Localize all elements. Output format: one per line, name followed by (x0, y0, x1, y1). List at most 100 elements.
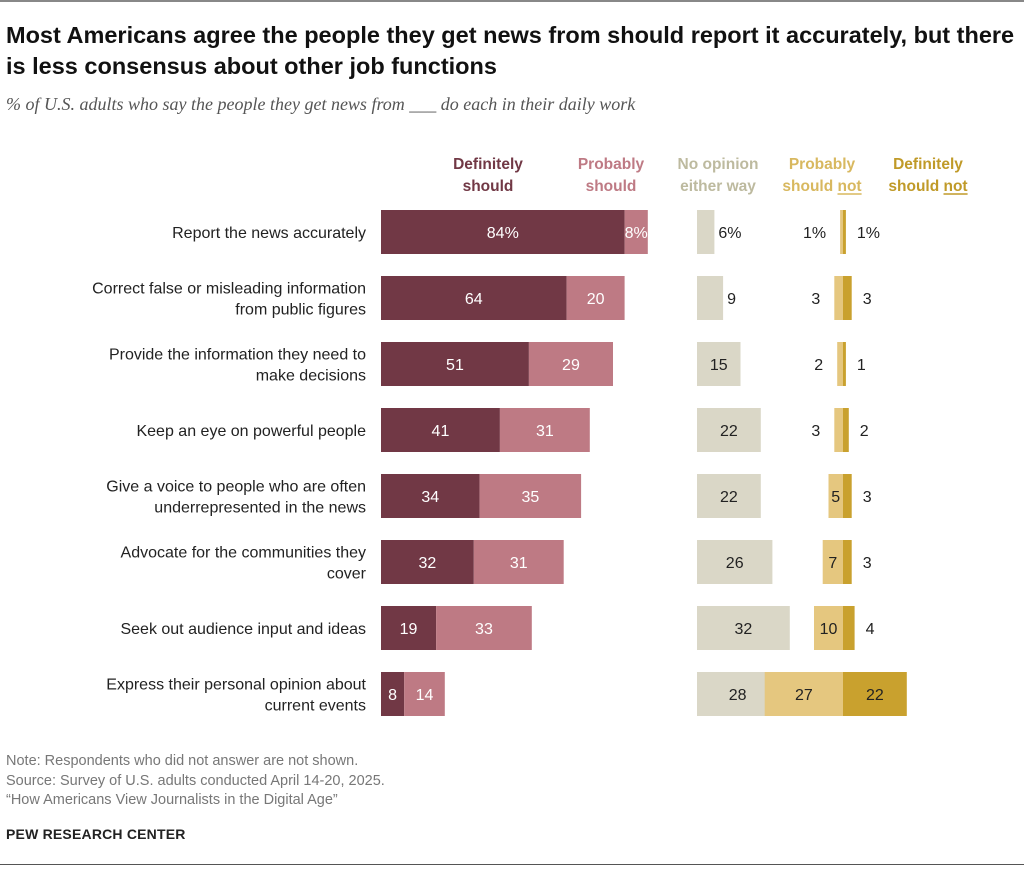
bar-definitely-should (381, 474, 480, 518)
bar-probably-should-not (828, 474, 843, 518)
chart-subtitle: % of U.S. adults who say the people they… (6, 94, 636, 114)
category-label: Express their personal opinion about (106, 677, 366, 694)
legend-definitely-should-not-line2: should not (888, 178, 967, 195)
bar-definitely-should-not (843, 606, 855, 650)
legend-definitely-should-line1: Definitely (453, 156, 523, 173)
value-label-probably-should: 14 (416, 687, 434, 704)
bar-definitely-should (381, 276, 567, 320)
bar-no-opinion (697, 408, 761, 452)
bar-definitely-should-not (843, 540, 852, 584)
bar-definitely-should (381, 672, 405, 716)
bar-no-opinion (697, 276, 724, 320)
value-label-definitely-should-not: 1 (857, 357, 866, 374)
value-label-definitely-should-not: 3 (863, 555, 872, 572)
value-label-probably-should-not: 1% (803, 225, 826, 242)
category-label: Correct false or misleading information (92, 281, 366, 298)
bar-probably-should-not (822, 540, 843, 584)
category-label: Report the news accurately (172, 225, 366, 242)
report-title-text: “How Americans View Journalists in the D… (6, 792, 338, 808)
value-label-definitely-should-not: 2 (860, 423, 869, 440)
bar-probably-should (624, 210, 648, 254)
value-label-no-opinion: 32 (735, 621, 753, 638)
bar-no-opinion (697, 672, 779, 716)
bar-probably-should (404, 672, 445, 716)
value-label-definitely-should-not: 3 (863, 291, 872, 308)
category-label: Advocate for the communities they (121, 545, 366, 562)
value-label-probably-should-not: 3 (811, 291, 820, 308)
value-label-definitely-should: 84% (487, 225, 519, 242)
value-label-probably-should: 31 (536, 423, 554, 440)
bar-no-opinion (697, 540, 773, 584)
pew-logo-text: PEW RESEARCH CENTER (6, 826, 186, 842)
value-label-probably-should: 20 (587, 291, 605, 308)
value-label-no-opinion: 15 (710, 357, 728, 374)
value-label-probably-should-not: 5 (831, 489, 840, 506)
bar-no-opinion (697, 606, 790, 650)
bar-definitely-should-not (843, 408, 849, 452)
value-label-definitely-should: 32 (419, 555, 437, 572)
value-label-probably-should: 33 (475, 621, 493, 638)
value-label-definitely-should: 8 (388, 687, 397, 704)
bar-probably-should (566, 276, 625, 320)
legend-definitely-should-not-line1: Definitely (893, 156, 963, 173)
bar-definitely-should (381, 540, 474, 584)
bar-no-opinion (697, 474, 761, 518)
value-label-definitely-should-not: 3 (863, 489, 872, 506)
bar-probably-should (479, 474, 582, 518)
note-text: Note: Respondents who did not answer are… (6, 753, 359, 769)
category-label: Keep an eye on powerful people (136, 423, 366, 440)
legend-definitely-should-line2: should (463, 178, 514, 195)
value-label-definitely-should-not: 4 (866, 621, 875, 638)
bar-definitely-should (381, 408, 500, 452)
value-label-definitely-should-not: 22 (866, 687, 884, 704)
bottom-rule (0, 864, 1024, 865)
category-label: Seek out audience input and ideas (120, 621, 366, 638)
value-label-probably-should-not: 2 (814, 357, 823, 374)
bar-definitely-should-not (843, 276, 852, 320)
value-label-definitely-should: 34 (421, 489, 439, 506)
legend-no-opinion-line1: No opinion (678, 156, 759, 173)
value-label-no-opinion: 22 (720, 489, 738, 506)
value-label-definitely-should: 19 (400, 621, 418, 638)
top-rule (0, 0, 1024, 2)
legend-probably-should-not-line2: should not (782, 178, 861, 195)
bar-probably-should (499, 408, 590, 452)
bar-no-opinion (697, 342, 741, 386)
value-label-probably-should-not: 7 (828, 555, 837, 572)
value-label-no-opinion: 22 (720, 423, 738, 440)
bar-probably-should-not (840, 210, 843, 254)
category-label: Provide the information they need to (109, 347, 366, 364)
bar-probably-should (528, 342, 613, 386)
bar-definitely-should-not (843, 672, 907, 716)
category-label: cover (327, 566, 367, 583)
value-label-definitely-should: 41 (432, 423, 450, 440)
value-label-probably-should-not: 10 (820, 621, 838, 638)
value-label-probably-should: 29 (562, 357, 580, 374)
bar-probably-should-not (834, 408, 843, 452)
bar-definitely-should-not (843, 342, 846, 386)
legend-probably-should-line1: Probably (578, 156, 645, 173)
bar-probably-should-not (834, 276, 843, 320)
value-label-probably-should-not: 3 (811, 423, 820, 440)
category-label: from public figures (235, 302, 366, 319)
category-label: make decisions (256, 368, 366, 385)
value-label-definitely-should-not: 1% (857, 225, 880, 242)
legend-probably-should-line2: should (586, 178, 637, 195)
category-label: Give a voice to people who are often (106, 479, 366, 496)
value-label-probably-should-not: 27 (795, 687, 813, 704)
bar-definitely-should (381, 210, 625, 254)
bar-probably-should (436, 606, 532, 650)
value-label-no-opinion: 28 (729, 687, 747, 704)
bar-probably-should (473, 540, 564, 584)
value-label-definitely-should: 51 (446, 357, 464, 374)
legend-no-opinion-line2: either way (680, 178, 756, 195)
category-label: underrepresented in the news (154, 500, 366, 517)
bar-probably-should-not (837, 342, 843, 386)
stacked-bar-chart: Definitely should Probably should No opinion… (92, 156, 968, 716)
bar-definitely-should-not (843, 210, 846, 254)
value-label-probably-should: 31 (510, 555, 528, 572)
value-label-no-opinion: 9 (727, 291, 736, 308)
value-label-no-opinion: 6% (718, 225, 741, 242)
bar-definitely-should-not (843, 474, 852, 518)
value-label-probably-should: 8% (625, 225, 648, 242)
